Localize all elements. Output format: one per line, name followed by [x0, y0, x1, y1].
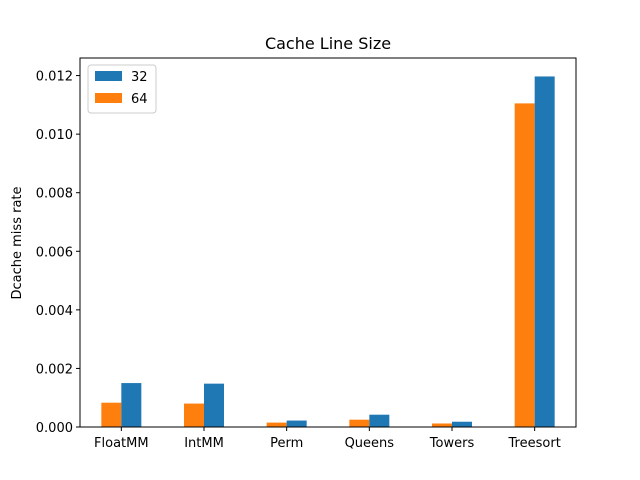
- legend-label-64: 64: [131, 92, 148, 107]
- y-axis-label: Dcache miss rate: [10, 186, 25, 299]
- y-tick-label: 0.008: [36, 187, 73, 202]
- y-tick-label: 0.002: [36, 362, 73, 377]
- plot-frame: [79, 57, 577, 428]
- legend-swatch-32: [95, 71, 122, 81]
- bar-towers-64: [432, 423, 452, 427]
- bar-floatmm-32: [121, 383, 142, 427]
- bar-floatmm-64: [101, 402, 122, 427]
- bar-queens-32: [369, 414, 390, 427]
- bars-group: [101, 76, 555, 428]
- bar-queens-64: [349, 419, 370, 427]
- bar-towers-32: [452, 421, 472, 427]
- bar-perm-64: [266, 422, 287, 427]
- y-tick-label: 0.012: [36, 70, 73, 85]
- legend-swatch-64: [95, 93, 122, 103]
- x-tick-label: Queens: [345, 436, 395, 451]
- x-tick-label: FloatMM: [94, 436, 149, 451]
- bar-perm-32: [286, 420, 307, 427]
- y-tick-label: 0.006: [36, 245, 73, 260]
- x-tick-label: IntMM: [184, 436, 224, 451]
- x-tick-label: Treesort: [508, 436, 561, 451]
- y-tick-label: 0.010: [36, 128, 73, 143]
- bar-treesort-64: [514, 103, 535, 428]
- legend-label-32: 32: [131, 70, 148, 85]
- ticks-group: FloatMM IntMM Perm Queens Towers Treesort 0.00…: [36, 70, 561, 451]
- bar-treesort-32: [534, 76, 555, 427]
- y-tick-label: 0.000: [36, 421, 73, 436]
- x-tick-label: Towers: [429, 436, 475, 451]
- chart-title: Cache Line Size: [265, 34, 391, 53]
- bar-intmm-32: [204, 383, 224, 427]
- bar-intmm-64: [184, 403, 204, 427]
- y-tick-label: 0.004: [36, 304, 73, 319]
- x-tick-label: Perm: [270, 436, 303, 451]
